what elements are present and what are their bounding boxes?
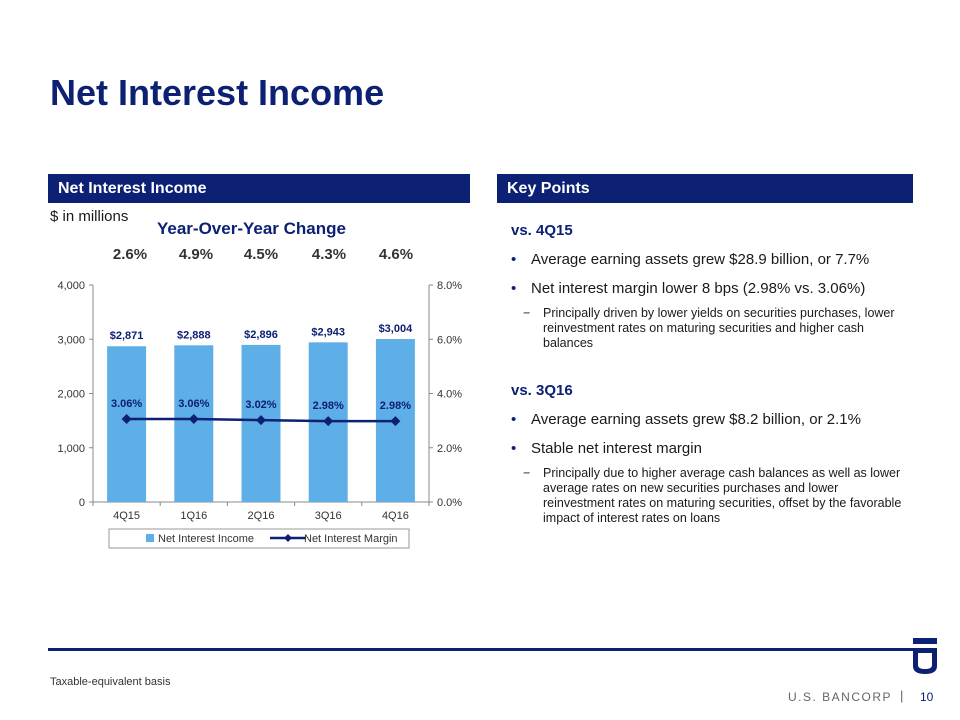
brand-wordmark: U.S. BANCORP [787, 690, 892, 704]
kp-bullet: • Stable net interest margin [511, 440, 702, 457]
units-label: $ in millions [50, 208, 129, 225]
line-data-label: 3.06% [111, 398, 142, 410]
key-points-section-3q16: vs. 3Q16 • Average earning assets grew $8… [511, 382, 911, 526]
x-tick-label: 3Q16 [315, 510, 342, 522]
y-tick-label-right: 0.0% [437, 497, 462, 509]
slide-title: Net Interest Income [50, 72, 385, 113]
yoy-value: 4.3% [311, 246, 347, 263]
line-marker-diamond [390, 416, 401, 427]
footnote: Taxable-equivalent basis [50, 676, 171, 688]
line-data-label: 2.98% [380, 400, 411, 412]
key-points-section-4q15: vs. 4Q15 • Average earning assets grew $2… [511, 222, 911, 351]
kp-heading: vs. 3Q16 [511, 382, 573, 399]
bar-data-label: $2,888 [177, 329, 211, 341]
y-tick-label-left: 3,000 [57, 334, 85, 346]
legend-label: Net Interest Margin [304, 533, 398, 545]
line-marker-diamond [323, 416, 334, 427]
yoy-value: 2.6% [112, 246, 148, 263]
bar-data-label: $2,896 [244, 329, 278, 341]
kp-heading: vs. 4Q15 [511, 222, 573, 239]
kp-bullet: • Net interest margin lower 8 bps (2.98% … [511, 280, 866, 297]
y-tick-label-right: 2.0% [437, 443, 462, 455]
y-tick-label-left: 1,000 [57, 443, 85, 455]
yoy-value: 4.5% [243, 246, 279, 263]
chart-legend [108, 528, 410, 549]
page-number: 10 [920, 690, 934, 704]
line-data-label: 3.06% [178, 398, 209, 410]
footer-rule [48, 648, 913, 651]
line-marker-diamond [256, 415, 266, 426]
bar-data-label: $2,943 [311, 326, 345, 338]
x-tick-label: 2Q16 [248, 510, 275, 522]
kp-subpoint: − Principally driven by lower yields on s… [523, 306, 895, 350]
key-points-header: Key Points [497, 174, 913, 203]
y-tick-label-right: 8.0% [437, 280, 462, 292]
nii-section-header: Net Interest Income [48, 174, 470, 203]
legend-label: Net Interest Income [158, 533, 254, 545]
y-tick-label-right: 6.0% [437, 334, 462, 346]
kp-bullet: • Average earning assets grew $8.2 billio… [511, 411, 861, 428]
footer-separator: | [900, 688, 904, 703]
x-tick-label: 4Q15 [113, 510, 140, 522]
y-tick-label-left: 4,000 [57, 280, 85, 292]
bar-data-label: $2,871 [110, 330, 144, 342]
kp-subpoint: − Principally due to higher average cash … [523, 466, 902, 525]
y-tick-label-right: 4.0% [437, 389, 462, 401]
line-marker-diamond [188, 413, 199, 424]
yoy-title: Year-Over-Year Change [157, 219, 346, 238]
bar-data-label: $3,004 [379, 323, 414, 335]
line-marker-diamond [121, 413, 132, 424]
legend-swatch-bar [146, 534, 154, 542]
x-tick-label: 4Q16 [382, 510, 409, 522]
yoy-value: 4.9% [178, 246, 214, 263]
y-tick-label-left: 2,000 [57, 389, 85, 401]
legend-swatch-marker [284, 534, 292, 542]
x-tick-label: 1Q16 [180, 510, 207, 522]
line-data-label: 2.98% [313, 400, 344, 412]
kp-bullet: • Average earning assets grew $28.9 billi… [511, 251, 870, 268]
usbank-shield-logo-icon [913, 638, 937, 674]
bar-net-interest-income [107, 346, 147, 502]
line-data-label: 3.02% [245, 399, 276, 411]
yoy-value: 4.6% [378, 246, 414, 263]
y-tick-label-left: 0 [79, 497, 85, 509]
